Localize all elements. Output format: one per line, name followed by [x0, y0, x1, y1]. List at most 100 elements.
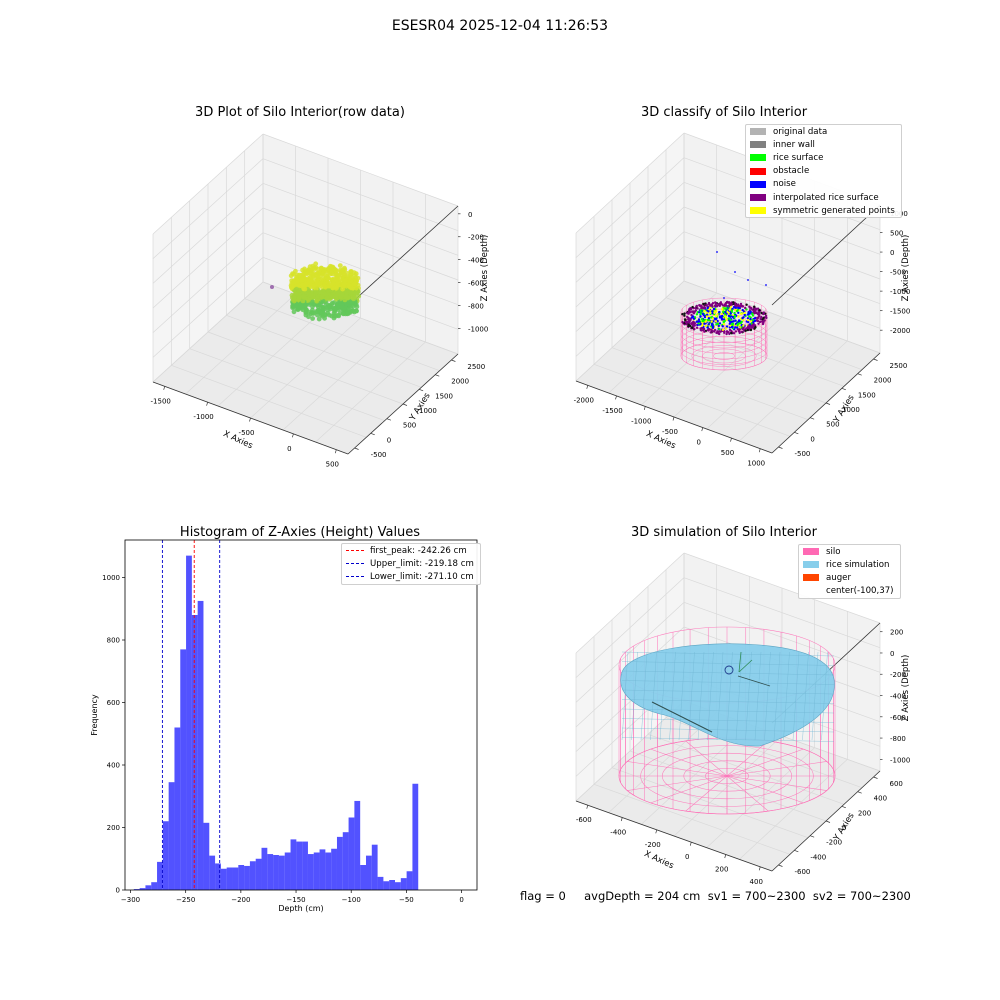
panel2-x-tick [672, 416, 675, 421]
panel1-z-tick-label: -400 [468, 257, 484, 265]
panel1-y-tick [386, 418, 391, 421]
panel2-z-tick-label: -1000 [890, 288, 910, 296]
panel4-auger [651, 701, 713, 733]
panel2-title: 3D classify of Silo Interior [641, 105, 808, 120]
histogram-bar [145, 885, 152, 890]
legend-line-sample [346, 550, 364, 552]
panel4-x-tick [724, 854, 727, 859]
histogram-bar [209, 855, 216, 891]
legend-swatch [803, 588, 819, 595]
panel2-classified-points [681, 251, 768, 336]
panel2-y-tick-label: -500 [794, 450, 810, 458]
histogram-bar [238, 865, 245, 890]
panel3-ytick-label: 0 [116, 887, 120, 895]
panel4-z-tick-label: -1000 [890, 756, 910, 764]
panel1-z-tick-label: 0 [468, 211, 472, 219]
panel2-y-tick-label: 2500 [890, 362, 908, 370]
histogram-bar [261, 847, 268, 890]
histogram-bar [307, 854, 314, 890]
panel1-point-cloud [270, 261, 362, 322]
panel2-z-tick-label: 500 [890, 230, 903, 238]
panel4-z-tick-label: -400 [890, 693, 906, 701]
panel1-y-tick-label: 1500 [435, 392, 453, 400]
panel2-x-tick-label: -1000 [631, 417, 651, 425]
panel1-y-tick-label: 2500 [467, 363, 485, 371]
legend-label: symmetric generated points [773, 205, 895, 216]
panel4-x-tick [620, 817, 623, 822]
histogram-bar [383, 881, 390, 890]
panel4-x-tick [758, 866, 761, 871]
legend-label: Lower_limit: -271.10 cm [370, 571, 474, 582]
histogram-legend: first_peak: -242.26 cm Upper_limit: -219.… [341, 543, 481, 585]
panel3-xtick-label: −300 [121, 896, 140, 904]
panel1-y-tick-label: -500 [371, 451, 387, 459]
figure-title: ESESR04 2025-12-04 11:26:53 [391, 18, 609, 34]
panel4-x-tick-label: 200 [715, 865, 728, 873]
histogram-bar [365, 855, 372, 891]
panel4-y-tick [857, 791, 862, 794]
panel2-y-tick [778, 446, 783, 449]
panel1-axis-line [347, 205, 459, 307]
panel2-x-tick [586, 385, 589, 389]
panel2-y-tick [857, 373, 862, 376]
panel2-y-tick [825, 402, 831, 405]
panel1-title: 3D Plot of Silo Interior(row data) [195, 105, 405, 120]
legend-entry: interpolated rice surface [746, 191, 901, 204]
panel3-frame [124, 539, 478, 891]
legend-line-sample [346, 563, 364, 565]
histogram-bar [151, 882, 158, 890]
panel1-x-tick [249, 417, 251, 422]
panel2-x-tick [758, 448, 761, 453]
legend-swatch [803, 548, 819, 556]
panel4-x-tick-label: -400 [610, 829, 626, 837]
panel1-zlabel: Z Axies (Depth) [480, 235, 490, 302]
panel4-y-tick [794, 850, 799, 853]
legend-entry: Lower_limit: -271.10 cm [342, 570, 480, 583]
panel4-z-tick-label: -800 [890, 735, 906, 743]
histogram-bar [232, 867, 239, 890]
legend-entry: Upper_limit: -219.18 cm [342, 557, 480, 570]
panel4-x-tick-label: 400 [750, 878, 763, 886]
panel4-ylabel: Y Axies [831, 811, 857, 844]
histogram-bar [244, 865, 250, 890]
panel4-z-tick-label: -600 [890, 714, 906, 722]
legend-label: auger [826, 572, 851, 583]
histogram-bar [395, 882, 401, 890]
histogram-bar [348, 817, 355, 890]
legend-entry: auger [799, 571, 900, 584]
panel4-rice-mesh [621, 651, 835, 742]
histogram-bar [139, 888, 146, 891]
panel1-outlier-point [270, 285, 274, 289]
legend-swatch [750, 154, 766, 162]
legend-label: first_peak: -242.26 cm [370, 545, 467, 556]
classify-legend: original data inner wall rice surface obsta… [745, 124, 902, 219]
panel1-y-tick [419, 389, 424, 392]
histogram-bar [180, 649, 187, 891]
panel2-y-tick [794, 432, 799, 435]
panel3-ytick-label: 400 [107, 762, 120, 770]
histogram-bar [331, 848, 337, 890]
panel1-grid [152, 133, 459, 455]
panel2-x-tick-label: 0 [697, 439, 701, 447]
histogram-bar [226, 867, 233, 890]
histogram-bar [377, 876, 384, 891]
legend-entry: rice surface [746, 151, 901, 164]
legend-entry: rice simulation [799, 558, 900, 571]
histogram-bar [197, 600, 204, 890]
panel3-xtick-label: 0 [459, 896, 463, 904]
legend-entry: silo [799, 545, 900, 558]
legend-entry: noise [746, 178, 901, 191]
panel4-z-tick-label: 0 [890, 650, 894, 658]
panel3-xtick-label: −250 [176, 896, 195, 904]
panel2-x-tick [730, 438, 732, 442]
legend-label: silo [826, 546, 841, 557]
histogram-bar [203, 822, 210, 890]
panel2-x-tick-label: -2000 [574, 396, 594, 404]
panel1-y-tick-label: 500 [403, 422, 416, 430]
histogram-bar [215, 863, 221, 890]
panel2-x-tick-label: -1500 [602, 407, 622, 415]
panel4-z-tick-label: 200 [890, 629, 903, 637]
panel4-y-tick-label: -600 [794, 868, 810, 876]
panel3-ytick-label: 200 [107, 824, 120, 832]
